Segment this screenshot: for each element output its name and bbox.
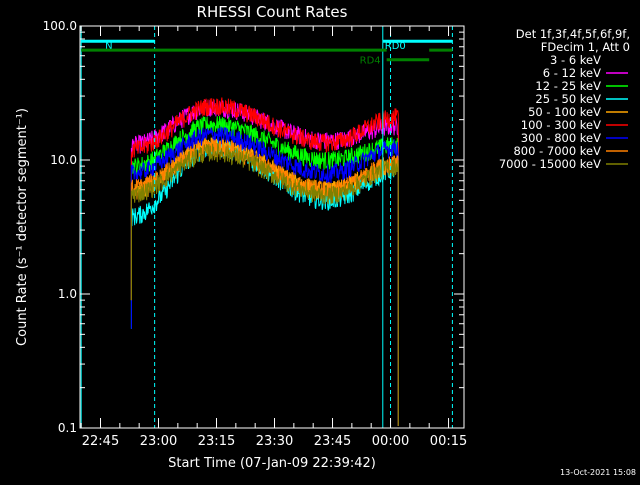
x-tick-label: 23:00 <box>140 434 177 449</box>
legend-entry-label: 6 - 12 keV <box>543 66 601 80</box>
x-axis-ticks: 22:45 23:00 23:15 23:30 23:45 00:00 00:15 <box>80 26 467 449</box>
plot-frame <box>79 25 465 429</box>
legend-header-line: FDecim 1, Att 0 <box>541 40 630 54</box>
legend-entry-label: 100 - 300 keV <box>521 118 601 132</box>
footer-date: 13-Oct-2021 15:08 <box>560 468 636 477</box>
x-axis-label: Start Time (07-Jan-09 22:39:42) <box>168 456 376 471</box>
flag-label-0: N <box>105 41 112 52</box>
flag-bars: N RD0 RD4 <box>81 39 453 67</box>
y-tick-label: 0.1 <box>58 421 77 435</box>
axes: RHESSI Count Rates 0.1 1.0 10.0 100.0 22:45 23… <box>15 3 467 471</box>
x-tick-label: 00:15 <box>430 434 467 449</box>
x-tick-label: 00:00 <box>372 434 409 449</box>
series-line-6 <box>130 126 399 426</box>
legend: Det 1f,3f,4f,5f,6f,9f,FDecim 1, Att 03 -… <box>499 27 630 171</box>
series-line-5 <box>130 97 399 426</box>
flag-label-2: RD0 <box>385 41 406 52</box>
x-tick-label: 23:30 <box>256 434 293 449</box>
legend-header-line: Det 1f,3f,4f,5f,6f,9f, <box>516 27 630 41</box>
legend-entry-label: 25 - 50 keV <box>535 92 601 106</box>
series-line-2 <box>130 116 399 426</box>
series-line-8 <box>130 143 399 426</box>
vertical-markers <box>80 26 453 428</box>
y-tick-label: 1.0 <box>58 287 77 301</box>
legend-entry-label: 50 - 100 keV <box>528 105 601 119</box>
y-tick-label: 10.0 <box>50 153 77 167</box>
y-axis-ticks: 0.1 1.0 10.0 100.0 <box>43 19 464 435</box>
x-tick-label: 23:45 <box>314 434 351 449</box>
x-tick-label: 22:45 <box>82 434 119 449</box>
legend-entry-label: 12 - 25 keV <box>535 79 601 93</box>
legend-entry-label: 300 - 800 keV <box>521 131 601 145</box>
y-axis-label: Count Rate (s⁻¹ detector segment⁻¹) <box>15 108 30 346</box>
legend-entry-label: 800 - 7000 keV <box>513 144 601 158</box>
y-tick-label: 100.0 <box>43 19 77 33</box>
flag-label-4: RD4 <box>360 56 381 67</box>
data-series-group <box>130 97 399 426</box>
x-tick-label: 23:15 <box>198 434 235 449</box>
chart-title: RHESSI Count Rates <box>197 3 348 21</box>
legend-entry-label: 3 - 6 keV <box>550 53 601 67</box>
legend-entry-label: 7000 - 15000 keV <box>499 157 601 171</box>
